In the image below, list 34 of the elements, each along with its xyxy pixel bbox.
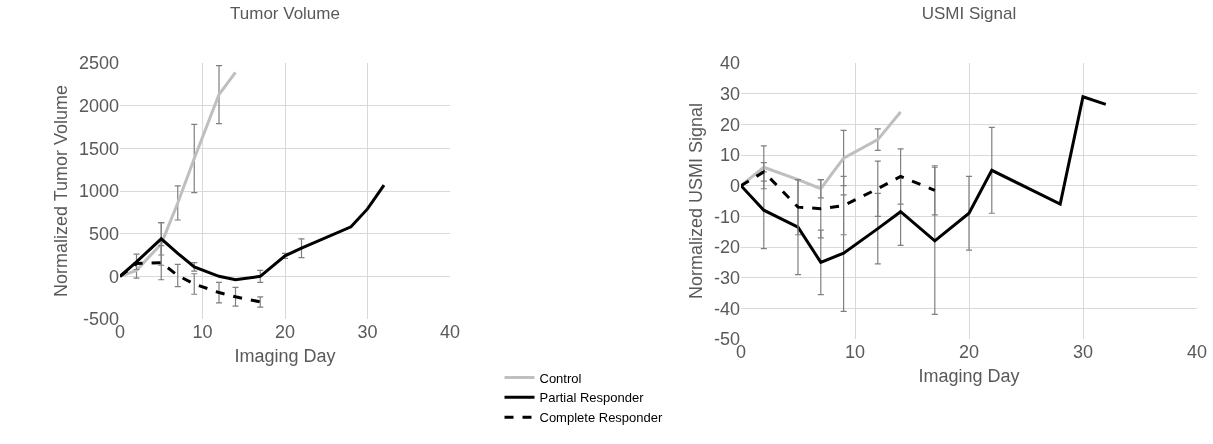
y-tick-label: 0 — [108, 266, 119, 287]
y-axis-title: Normalized Tumor Volume — [51, 84, 72, 298]
legend-label: Control — [539, 370, 582, 386]
y-tick-label: 10 — [719, 145, 740, 166]
chart-title: Tumor Volume — [230, 3, 340, 23]
x-tick-label: 20 — [958, 342, 980, 362]
line-series — [120, 70, 237, 278]
x-axis-title: Imaging Day — [234, 346, 336, 367]
y-tick-label: -20 — [713, 237, 740, 258]
line-series — [741, 110, 903, 191]
y-tick-label: -30 — [713, 267, 740, 288]
legend-label: Partial Responder — [539, 390, 645, 406]
y-axis-title: Normalized USMI Signal — [686, 102, 707, 300]
y-tick-label: 2000 — [78, 95, 119, 116]
y-tick-label: 1000 — [78, 181, 119, 202]
y-tick-label: 2500 — [78, 53, 119, 74]
x-tick-label: 10 — [192, 322, 213, 342]
x-tick-label: 40 — [1186, 342, 1208, 362]
x-axis-title: Imaging Day — [918, 366, 1020, 387]
y-tick-label: 0 — [729, 175, 740, 196]
y-tick-label: -10 — [713, 206, 740, 227]
x-tick-label: 10 — [844, 342, 866, 362]
y-tick-label: 40 — [719, 53, 740, 74]
y-tick-label: 20 — [719, 114, 740, 135]
chart-title: USMI Signal — [921, 3, 1017, 23]
x-tick-label: 30 — [357, 322, 378, 342]
legend-label: Complete Responder — [539, 410, 664, 426]
y-tick-label: 500 — [88, 223, 119, 244]
x-tick-label: 20 — [274, 322, 296, 342]
x-tick-label: 40 — [439, 322, 461, 342]
y-tick-label: 30 — [719, 83, 740, 104]
y-tick-label: 1500 — [78, 138, 119, 159]
x-tick-label: 30 — [1072, 342, 1094, 362]
y-tick-label: -40 — [713, 298, 740, 319]
